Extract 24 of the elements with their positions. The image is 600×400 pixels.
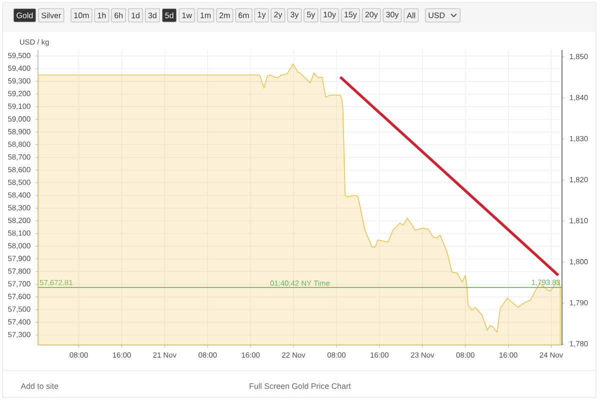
text: 30y xyxy=(386,12,399,19)
text: 1w xyxy=(182,12,192,18)
text: 15y xyxy=(344,12,357,19)
text: 1m xyxy=(200,12,211,18)
text: 3y xyxy=(290,12,299,19)
text: 5y xyxy=(306,12,316,19)
text: 2y xyxy=(274,12,282,19)
text: Silver xyxy=(42,12,62,18)
text: 10m xyxy=(74,12,89,18)
text: 6h xyxy=(114,12,123,18)
text: 1y xyxy=(258,12,266,19)
text: 5d xyxy=(165,12,174,18)
text: 6m xyxy=(238,12,249,18)
text: 3d xyxy=(148,12,156,18)
text: 1d xyxy=(132,12,140,18)
text: 1h xyxy=(98,12,106,18)
text: 2m xyxy=(219,12,230,18)
text: All xyxy=(406,12,416,18)
text: USD xyxy=(428,12,445,18)
text: 20y xyxy=(365,12,378,19)
text: Full Screen Gold Price Chart xyxy=(250,383,351,389)
text: Add to site xyxy=(20,383,58,389)
text: 10y xyxy=(324,12,336,19)
text: Gold xyxy=(16,12,33,18)
